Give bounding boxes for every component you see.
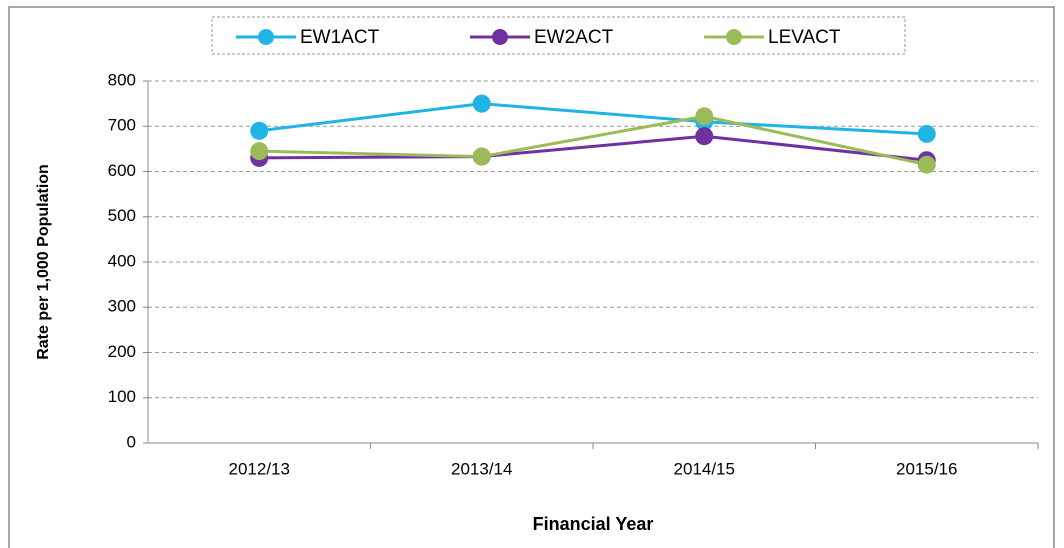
- legend-marker: [492, 29, 508, 45]
- data-point: [695, 107, 714, 126]
- x-tick-label: 2013/14: [451, 459, 512, 478]
- y-tick-label: 400: [108, 251, 136, 270]
- y-tick-label: 500: [108, 206, 136, 225]
- series-line: [259, 114, 928, 167]
- y-tick-label: 700: [108, 116, 136, 135]
- data-point: [472, 147, 491, 166]
- chart-frame: [8, 6, 1055, 548]
- legend-label: EW2ACT: [534, 27, 614, 48]
- legend-box: [211, 16, 906, 55]
- y-tick-label: 200: [108, 342, 136, 361]
- y-axis-title: Rate per 1,000 Population: [35, 164, 52, 360]
- x-tick-label: 2014/15: [674, 459, 735, 478]
- series-line: [259, 102, 927, 136]
- data-point: [472, 94, 491, 113]
- y-tick-label: 800: [108, 70, 136, 89]
- x-tick-label: 2012/13: [229, 459, 290, 478]
- data-point: [917, 124, 936, 143]
- data-point: [250, 121, 269, 140]
- y-tick-label: 300: [108, 297, 136, 316]
- series-line: [259, 134, 927, 162]
- legend-label: EW1ACT: [300, 27, 380, 48]
- x-axis-title: Financial Year: [533, 514, 654, 534]
- legend-label: LEVACT: [768, 27, 841, 48]
- data-point: [695, 127, 714, 146]
- data-point: [917, 155, 936, 174]
- legend-marker: [258, 29, 274, 45]
- y-tick-label: 0: [127, 432, 136, 451]
- data-point: [250, 142, 269, 161]
- x-tick-label: 2015/16: [896, 459, 957, 478]
- y-tick-label: 600: [108, 161, 136, 180]
- y-tick-label: 100: [108, 387, 136, 406]
- legend-marker: [726, 29, 742, 45]
